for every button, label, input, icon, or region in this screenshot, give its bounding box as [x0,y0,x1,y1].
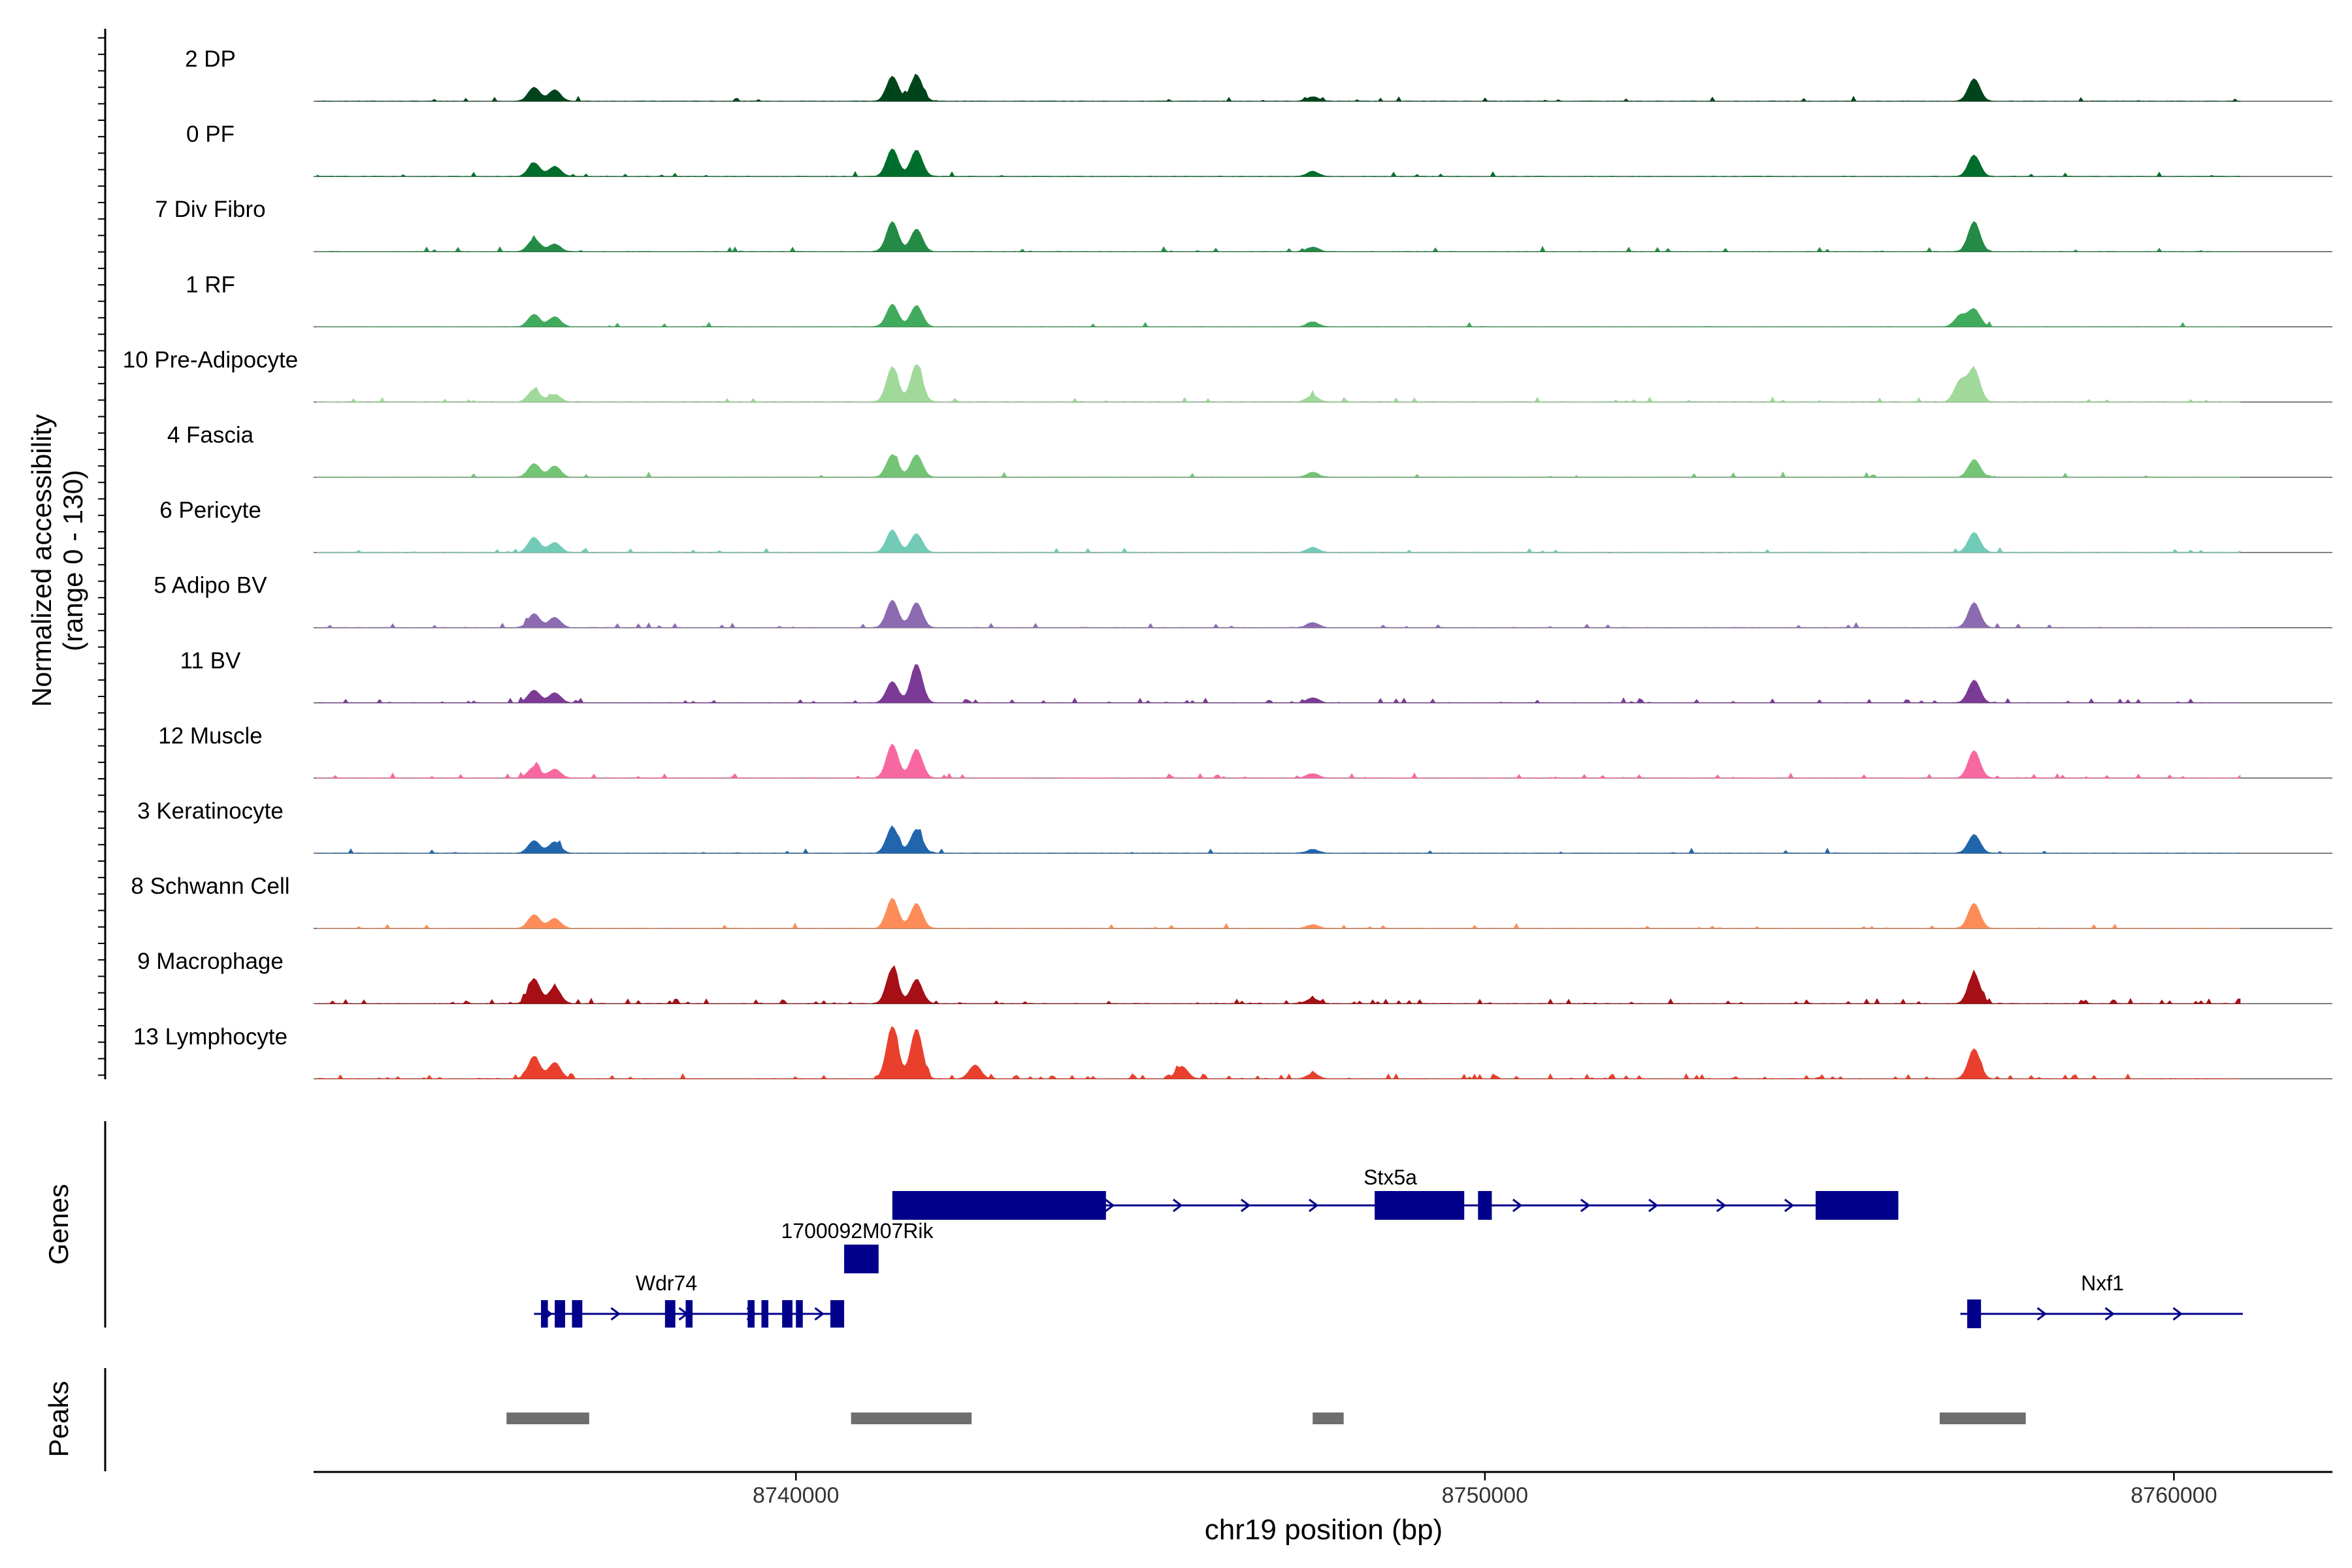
track-9: 11 BV [180,648,2332,704]
track-signal [316,599,2241,629]
gene-exon [796,1300,803,1328]
track-label: 10 Pre-Adipocyte [123,347,298,372]
x-axis-title: chr19 position (bp) [1205,1514,1443,1546]
track-signal [316,303,2241,327]
track-signal [316,454,2241,478]
gene-exon [685,1300,693,1328]
track-signal [316,73,2241,102]
track-8: 5 Adipo BV [154,573,2332,629]
peaks-panel [506,1413,2026,1424]
track-signal [316,664,2241,704]
track-label: 5 Adipo BV [154,573,267,598]
peak-1 [506,1413,589,1424]
gene-exon [782,1300,792,1328]
track-signal [316,1026,2241,1079]
peak-2 [851,1413,972,1424]
gene-nxf1: Nxf1 [1960,1271,2243,1328]
y-axis-title-line1: Normalized accessibility [26,414,57,707]
track-signal [316,148,2241,177]
track-6: 4 Fascia [167,423,2332,478]
track-label: 9 Macrophage [137,949,284,974]
track-7: 6 Pericyte [159,498,2332,553]
strand-arrow [610,1307,621,1321]
track-signal [316,364,2241,402]
gene-stx5a: Stx5a [892,1166,1899,1220]
gene-exon [844,1245,879,1273]
track-label: 8 Schwann Cell [131,874,289,899]
track-12: 8 Schwann Cell [131,874,2332,929]
gene-label: Wdr74 [636,1271,697,1295]
y-axis-title-line2: (range 0 - 130) [57,470,88,651]
gene-1700092m07rik: 1700092M07Rik [781,1219,934,1273]
gene-label: Nxf1 [2081,1271,2124,1295]
strand-arrow [1648,1198,1659,1213]
gene-label: Stx5a [1364,1166,1417,1189]
track-11: 3 Keratinocyte [137,798,2332,854]
strand-arrow [1784,1198,1795,1213]
strand-arrow [2104,1307,2115,1321]
track-3: 7 Div Fibro [155,197,2332,252]
track-label: 11 BV [180,648,241,674]
track-signal [316,965,2241,1004]
gene-exon [1967,1299,1982,1328]
strand-arrow [814,1307,825,1321]
track-2: 0 PF [186,122,2332,177]
genes-panel-label: Genes [43,1184,74,1265]
gene-exon [541,1300,548,1328]
track-label: 1 RF [186,272,235,297]
gene-exon [555,1300,565,1328]
gene-exon [1478,1191,1492,1220]
track-13: 9 Macrophage [137,949,2332,1004]
track-label: 13 Lymphocyte [133,1024,287,1049]
strand-arrow [1580,1198,1591,1213]
track-signal [316,221,2241,252]
coverage-tracks: 2 DP 0 PF 7 Div Fibro 1 RF 10 Pre-Adipocyte 4… [123,46,2332,1080]
strand-arrow [1716,1198,1727,1213]
gene-exon [747,1300,755,1328]
peaks-panel-label: Peaks [43,1381,74,1458]
gene-annotation-panel: Stx5a 1700092M07Rik Wdr74 Nxf1 [534,1166,2243,1328]
track-label: 4 Fascia [167,423,254,448]
track-label: 7 Div Fibro [155,197,265,222]
track-signal [316,825,2241,854]
tracks-y-ticks [98,37,105,1076]
x-tick-label: 8750000 [1442,1483,1528,1508]
track-signal [316,898,2241,929]
track-signal [316,743,2241,779]
gene-exon [1375,1191,1465,1220]
strand-arrow [1104,1198,1115,1213]
track-4: 1 RF [186,272,2332,328]
strand-arrow [2036,1307,2048,1321]
gene-wdr74: Wdr74 [534,1271,845,1328]
gene-exon [830,1300,845,1328]
peak-4 [1939,1413,2026,1424]
track-label: 12 Muscle [158,723,263,749]
gene-exon [572,1300,583,1328]
track-14: 13 Lymphocyte [133,1024,2332,1080]
strand-arrow [2172,1307,2183,1321]
strand-arrow [1512,1198,1523,1213]
track-5: 10 Pre-Adipocyte [123,347,2332,403]
gene-exon [664,1300,676,1328]
track-label: 3 Keratinocyte [137,798,284,824]
peak-3 [1313,1413,1344,1424]
gene-exon [761,1300,769,1328]
track-signal [316,529,2241,553]
x-tick-label: 8740000 [753,1483,839,1508]
strand-arrow [1240,1198,1251,1213]
strand-arrow [1308,1198,1319,1213]
gene-label: 1700092M07Rik [781,1219,934,1243]
track-label: 0 PF [186,122,235,147]
track-1: 2 DP [185,46,2332,102]
gene-exon [892,1191,1106,1220]
track-10: 12 Muscle [158,723,2332,779]
strand-arrow [1172,1198,1183,1213]
x-tick-label: 8760000 [2131,1483,2217,1508]
x-axis-ticks: 8740000 8750000 8760000 [753,1472,2217,1508]
track-label: 2 DP [185,46,236,72]
track-label: 6 Pericyte [159,498,261,523]
gene-exon [1816,1191,1899,1220]
